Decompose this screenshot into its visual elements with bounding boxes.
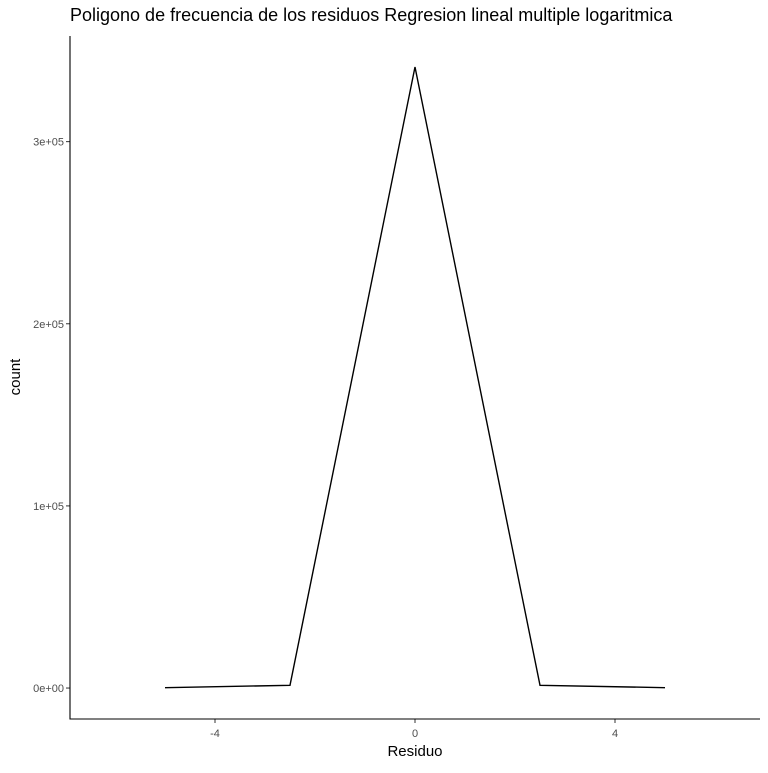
y-axis-title: count [7, 358, 24, 396]
x-tick-label: -4 [210, 728, 220, 740]
chart-title: Poligono de frecuencia de los residuos R… [70, 5, 673, 25]
y-tick-label: 0e+00 [33, 683, 64, 695]
x-tick-label: 0 [412, 728, 418, 740]
y-axis-ticks: 0e+00 1e+05 2e+05 3e+05 [33, 137, 70, 695]
y-tick-label: 2e+05 [33, 319, 64, 331]
y-tick-label: 1e+05 [33, 501, 64, 513]
x-axis-title: Residuo [387, 743, 442, 760]
x-tick-label: 4 [612, 728, 618, 740]
frequency-polygon-line [165, 67, 665, 688]
y-tick-label: 3e+05 [33, 137, 64, 149]
x-axis-ticks: -4 0 4 [210, 719, 618, 740]
axes [70, 36, 761, 720]
series-layer [165, 67, 665, 688]
